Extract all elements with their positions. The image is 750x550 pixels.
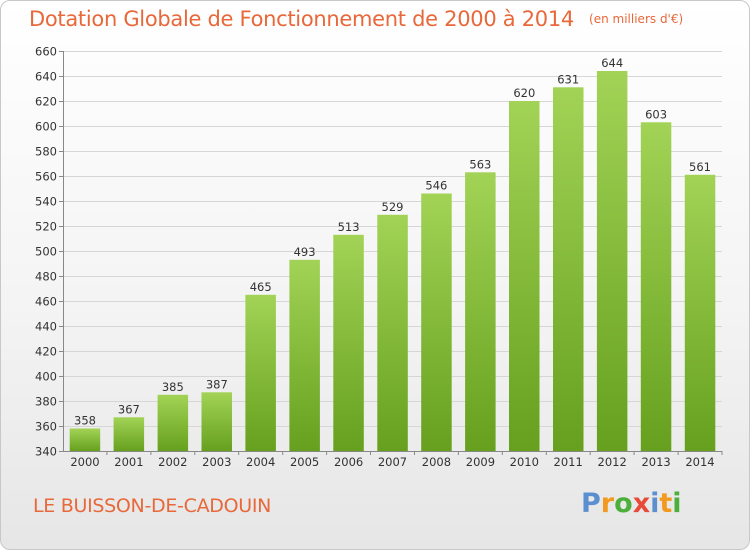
x-tick-label: 2005 xyxy=(290,455,319,469)
brand-letter: x xyxy=(632,488,651,519)
x-tick-label: 2008 xyxy=(422,455,451,469)
data-label: 385 xyxy=(162,380,184,394)
data-label: 493 xyxy=(294,245,316,259)
data-label: 529 xyxy=(382,200,404,214)
data-label: 631 xyxy=(557,72,579,86)
data-label: 387 xyxy=(206,377,228,391)
brand-letter: P xyxy=(581,488,601,519)
x-tick-label: 2012 xyxy=(598,455,627,469)
x-tick-label: 2013 xyxy=(641,455,670,469)
y-tick-label: 660 xyxy=(35,45,57,59)
y-tick-label: 440 xyxy=(35,320,57,334)
data-label: 367 xyxy=(118,402,140,416)
data-label: 465 xyxy=(250,280,272,294)
bar-2009 xyxy=(465,172,496,452)
bar-2012 xyxy=(596,71,628,451)
data-label: 513 xyxy=(338,220,360,234)
y-tick-label: 340 xyxy=(35,445,57,459)
y-tick-label: 560 xyxy=(35,170,57,184)
x-tick-label: 2002 xyxy=(158,455,187,469)
data-label: 561 xyxy=(689,160,711,174)
bar-2008 xyxy=(421,193,452,451)
x-tick-label: 2000 xyxy=(70,455,99,469)
y-tick-label: 400 xyxy=(35,370,57,384)
bar-2010 xyxy=(509,101,540,451)
bar-2000 xyxy=(69,428,101,451)
brand-letter: i xyxy=(650,488,660,519)
x-tick-label: 2007 xyxy=(378,455,407,469)
bar-2011 xyxy=(553,87,584,452)
data-label: 546 xyxy=(425,179,447,193)
brand-letter: o xyxy=(614,488,633,519)
brand-letter: r xyxy=(600,488,615,519)
brand-letter: t xyxy=(659,488,673,519)
y-tick-labels: 340 360 380 400 420 440 460 480 500 520 540 560 580 6… xyxy=(35,45,57,459)
bar-2001 xyxy=(113,417,145,452)
bar-2013 xyxy=(640,122,672,452)
data-label: 358 xyxy=(74,414,96,428)
bars xyxy=(69,71,716,452)
brand-letter: i xyxy=(672,488,682,519)
x-tick-label: 2011 xyxy=(554,455,583,469)
brand-logo[interactable]: Proxiti xyxy=(581,488,682,519)
x-tick-label: 2003 xyxy=(202,455,231,469)
x-tick-label: 2010 xyxy=(510,455,539,469)
x-tick-label: 2009 xyxy=(466,455,495,469)
y-tick-label: 500 xyxy=(35,245,57,259)
y-tick-label: 480 xyxy=(35,270,57,284)
y-tick-label: 640 xyxy=(35,70,57,84)
y-tick-label: 380 xyxy=(35,395,57,409)
bar-2003 xyxy=(201,392,232,452)
bar-2007 xyxy=(377,214,408,451)
x-tick-labels: 2000 2001 2002 2003 2004 2005 2006 2007 2008 2009… xyxy=(70,451,723,469)
y-tick-label: 540 xyxy=(35,195,57,209)
chart-title: Dotation Globale de Fonctionnement de 20… xyxy=(29,7,574,31)
commune-name: LE BUISSON-DE-CADOUIN xyxy=(33,495,272,517)
y-tick-label: 520 xyxy=(35,220,57,234)
title-row: Dotation Globale de Fonctionnement de 20… xyxy=(29,7,683,31)
bar-2005 xyxy=(289,259,320,452)
data-label: 620 xyxy=(513,86,535,100)
bar-2004 xyxy=(245,294,276,452)
y-tick-label: 420 xyxy=(35,345,57,359)
y-tick-label: 600 xyxy=(35,120,57,134)
bar-2014 xyxy=(684,174,716,452)
chart-subtitle: (en milliers d'€) xyxy=(589,12,684,26)
y-tick-label: 360 xyxy=(35,420,57,434)
data-labels: 358 367 385 387 465 493 513 529 546 563 620 631 644 6… xyxy=(74,56,711,428)
y-tick-label: 580 xyxy=(35,145,57,159)
x-tick-label: 2001 xyxy=(114,455,143,469)
bar-2006 xyxy=(333,234,364,452)
data-label: 563 xyxy=(469,157,491,171)
x-tick-label: 2014 xyxy=(685,455,714,469)
y-tick-label: 460 xyxy=(35,295,57,309)
x-tick-label: 2004 xyxy=(246,455,275,469)
y-tick-label: 620 xyxy=(35,95,57,109)
axes xyxy=(63,51,722,452)
x-tick-label: 2006 xyxy=(334,455,363,469)
bar-2002 xyxy=(157,394,189,452)
data-label: 603 xyxy=(645,107,667,121)
data-label: 644 xyxy=(601,56,623,70)
